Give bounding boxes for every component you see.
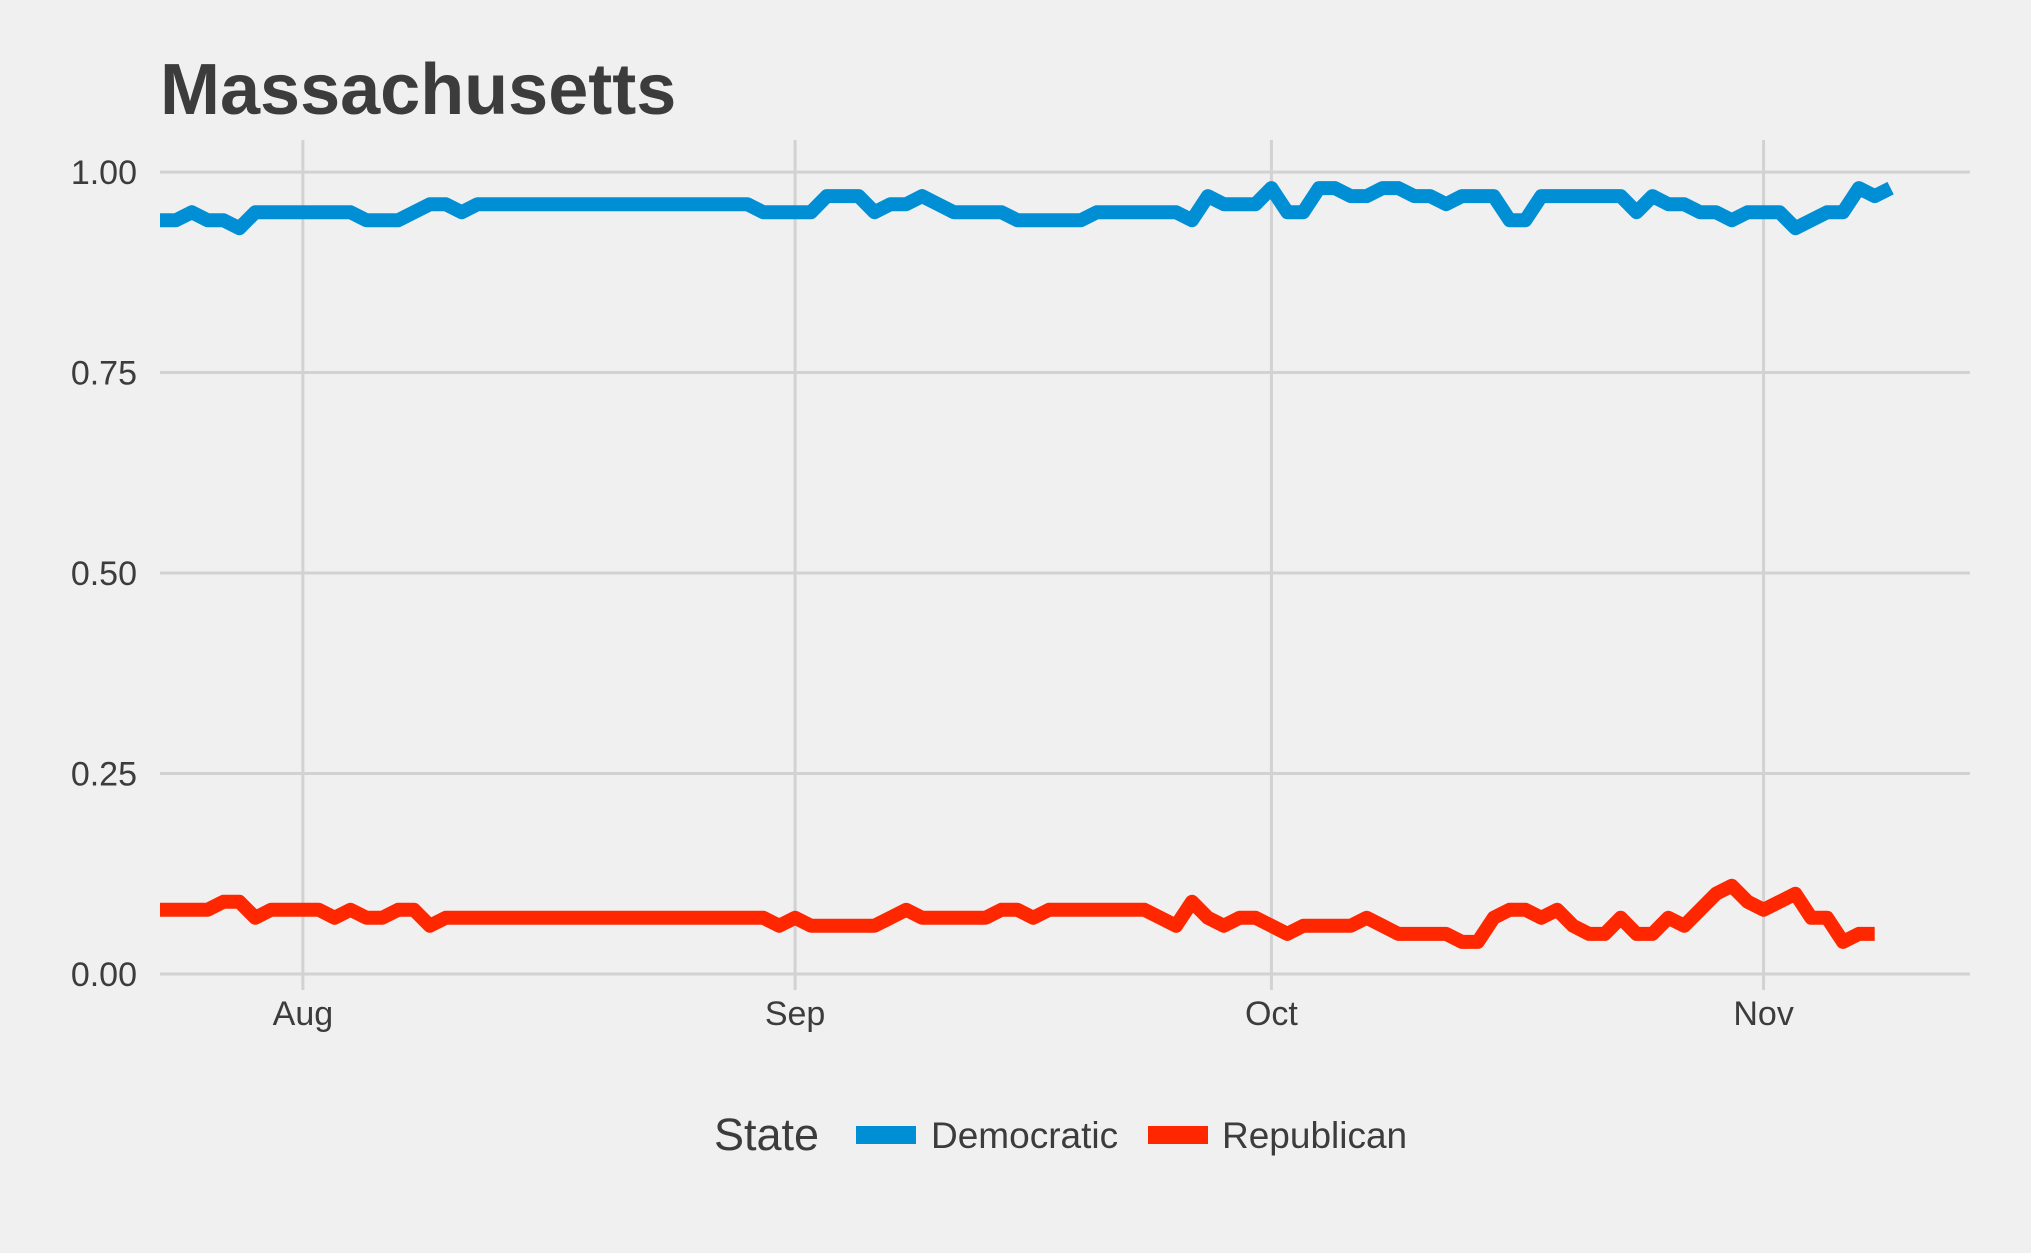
legend-label-democratic: Democratic <box>931 1115 1118 1156</box>
chart-title: Massachusetts <box>160 50 676 130</box>
y-tick-label: 0.50 <box>71 555 137 593</box>
y-axis-tick-labels: 0.00 0.25 0.50 0.75 1.00 <box>71 154 137 994</box>
y-tick-label: 0.25 <box>71 755 137 793</box>
x-tick-label: Aug <box>273 995 334 1033</box>
legend-swatch-democratic <box>856 1126 916 1144</box>
legend: State Democratic Republican <box>714 1109 1407 1160</box>
y-tick-label: 0.00 <box>71 956 137 994</box>
y-gridlines <box>160 170 1970 976</box>
y-tick-label: 0.75 <box>71 355 137 393</box>
x-tick-label: Sep <box>765 995 826 1033</box>
x-tick-label: Nov <box>1733 995 1793 1033</box>
x-axis-tick-labels: Aug Sep Oct Nov <box>273 995 1794 1033</box>
series-lines <box>160 181 1894 949</box>
series-line-republican <box>160 878 1875 949</box>
y-tick-label: 1.00 <box>71 154 137 192</box>
x-tick-label: Oct <box>1245 995 1298 1033</box>
x-gridlines <box>301 140 1766 990</box>
legend-swatch-republican <box>1148 1126 1208 1144</box>
legend-label-republican: Republican <box>1222 1115 1407 1156</box>
series-line-democratic <box>160 181 1894 236</box>
legend-title: State <box>714 1109 819 1160</box>
